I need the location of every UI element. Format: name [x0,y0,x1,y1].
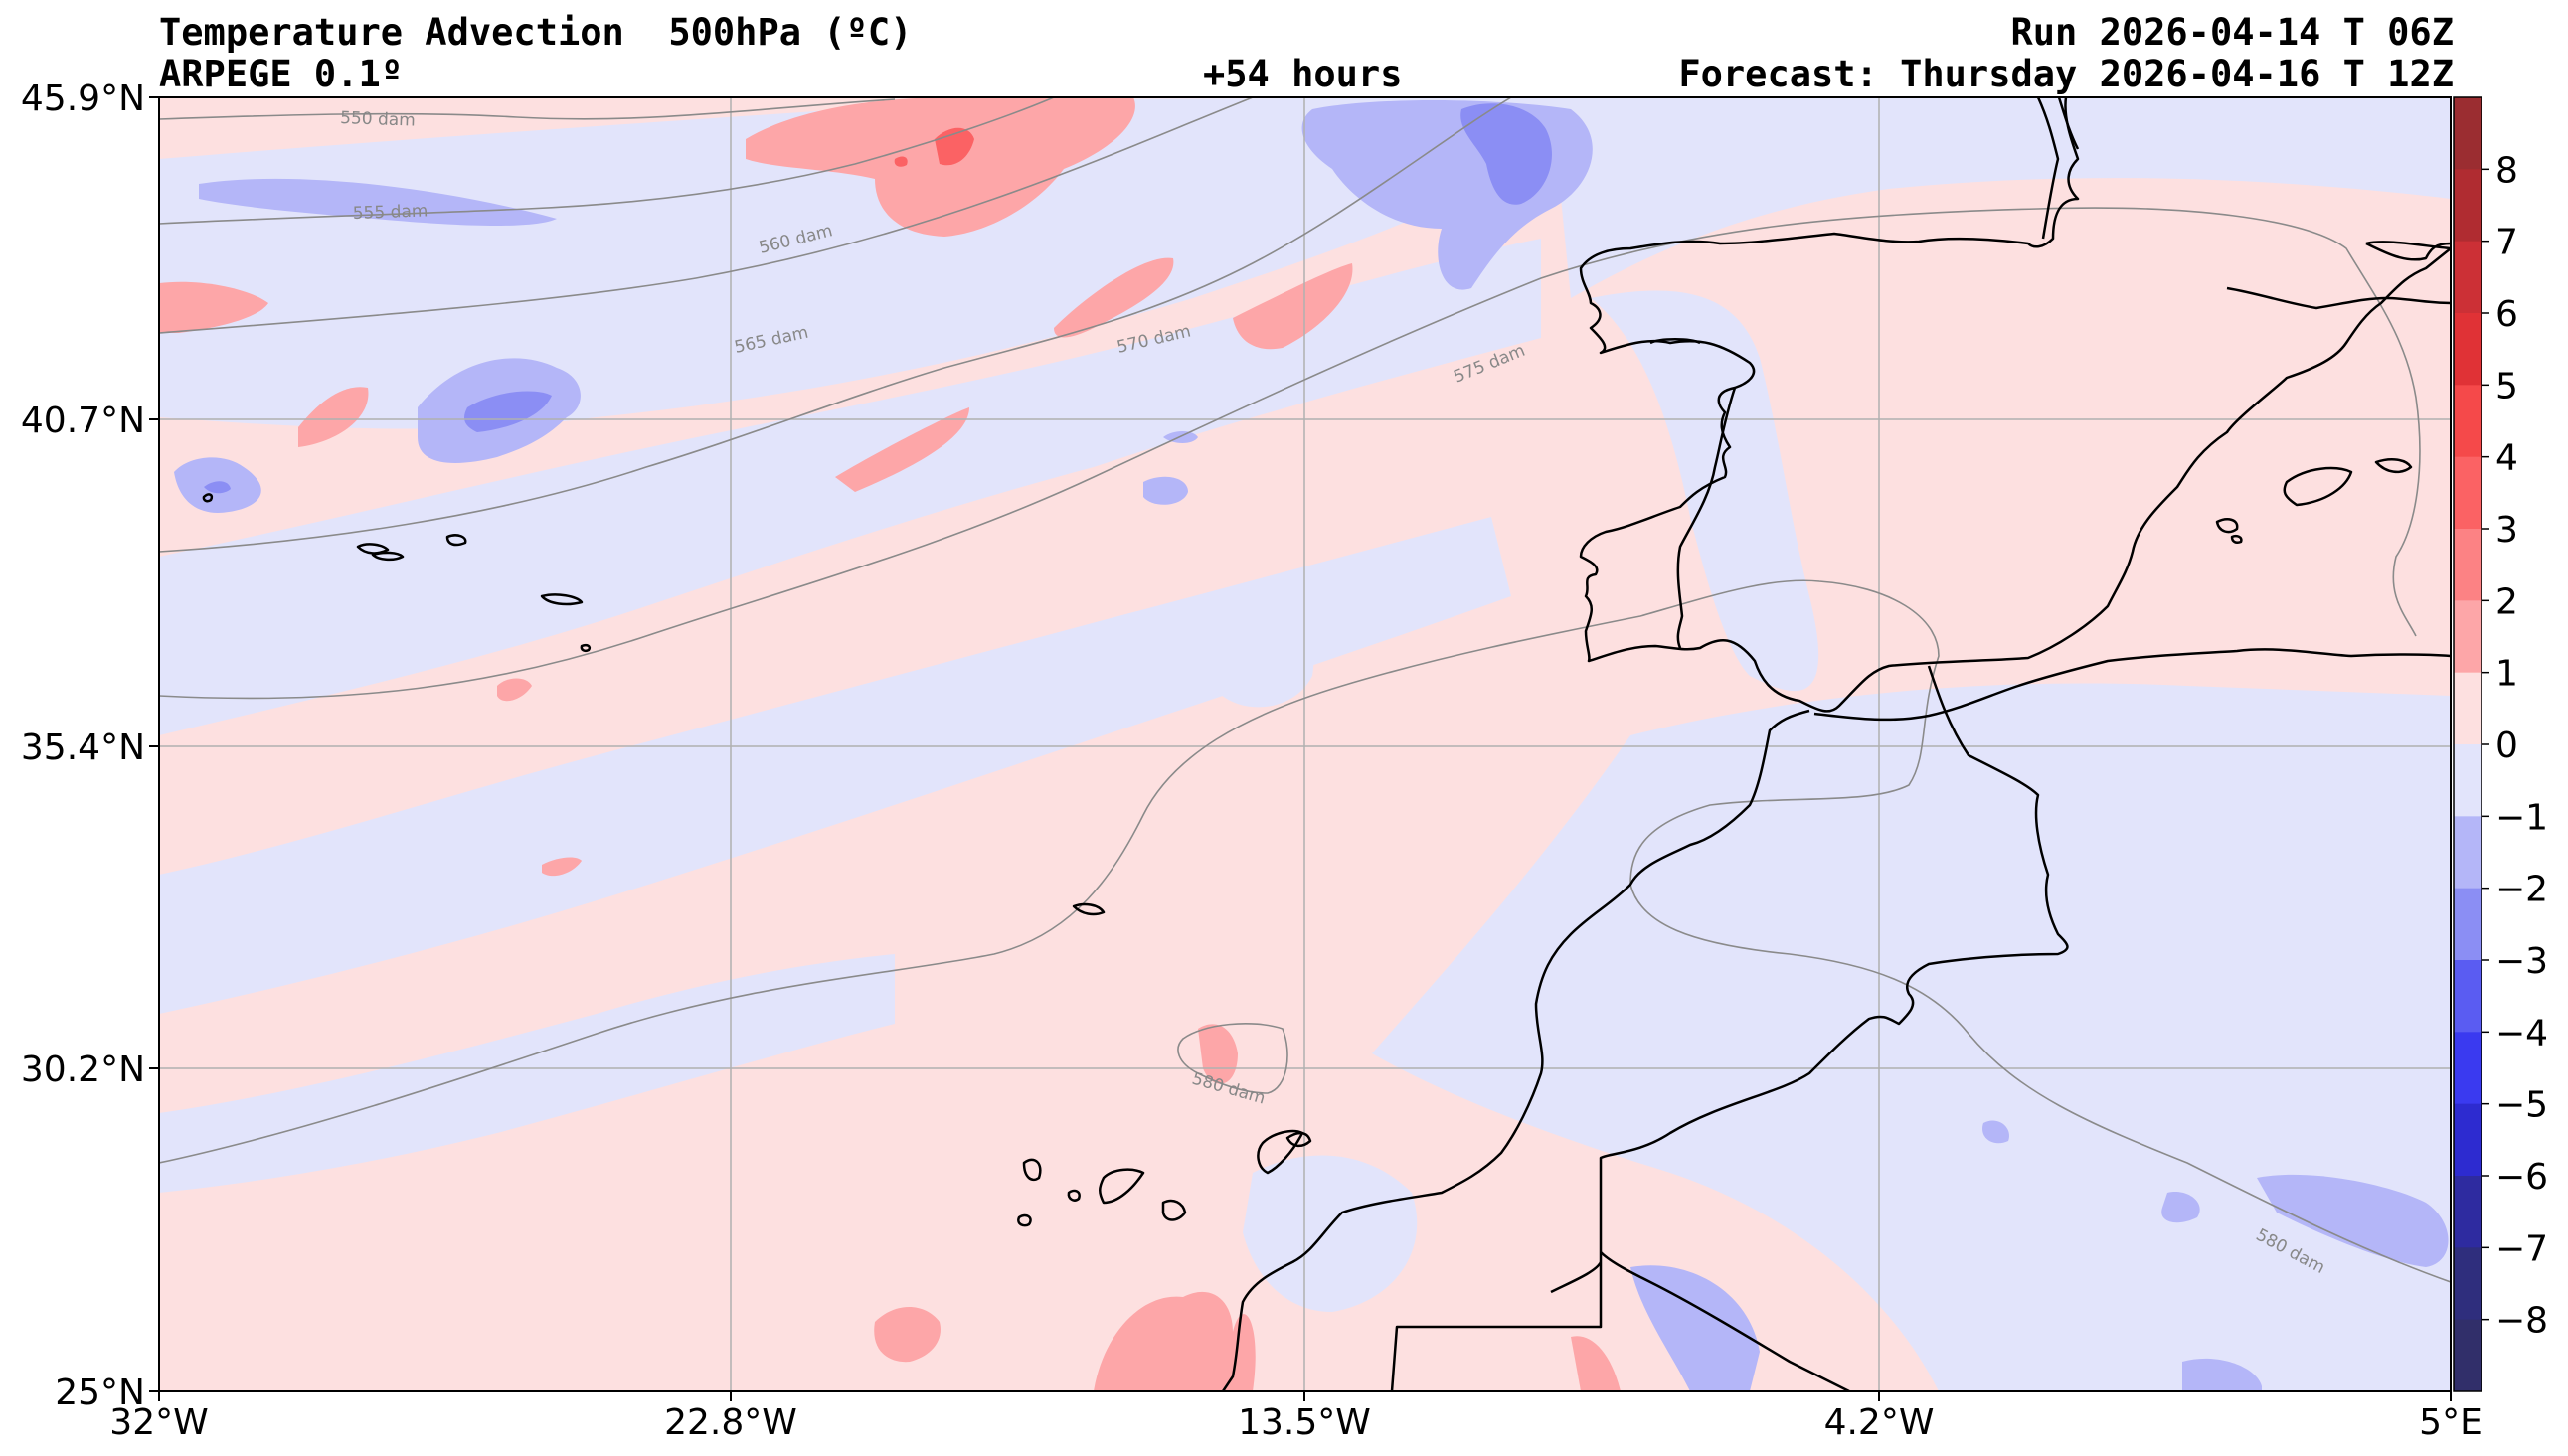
colorbar-tick-label: 2 [2495,581,2518,622]
lat-label: 40.7°N [21,401,145,441]
colorbar-tick-label: 4 [2495,438,2518,479]
lat-label: 25°N [55,1373,145,1413]
colorbar-tick-label: −3 [2495,941,2548,982]
colorbar-tick-label: 8 [2495,150,2518,191]
colorbar-swatch [2454,672,2482,745]
coastlines [202,97,2451,1391]
lead-time: +54 hours [1203,53,1403,95]
contour-label: 555 dam [352,201,428,224]
strong-cold-advection [204,103,1552,494]
colorbar-tick-label: 3 [2495,510,2518,551]
geopotential-contours [159,97,2451,1283]
colorbar-tick-label: −4 [2495,1013,2548,1053]
lon-label: 22.8°W [664,1402,797,1443]
colorbar-tick-label: −5 [2495,1085,2548,1126]
colorbar-swatch [2454,1103,2482,1177]
colorbar-swatch [2454,888,2482,961]
colorbar-swatch [2454,529,2482,601]
longitude-axis: 32°W 22.8°W 13.5°W 4.2°W 5°E [109,1391,2482,1443]
colorbar-tick-label: −2 [2495,870,2548,910]
colorbar-tick-label: −8 [2495,1301,2548,1342]
colorbar-tick-label: 7 [2495,223,2518,263]
colorbar-tick-label: −1 [2495,797,2548,838]
colorbar-swatch [2454,456,2482,530]
lat-label: 45.9°N [21,79,145,119]
contour-label: 550 dam [340,108,416,131]
colorbar-swatch [2454,241,2482,314]
lon-label: 4.2°W [1824,1402,1935,1443]
colorbar-tick-label: −7 [2495,1228,2548,1269]
map-plot-area: 550 dam 555 dam 560 dam 565 dam 570 dam … [159,97,2451,1391]
colorbar-swatch [2454,816,2482,890]
colorbar-swatch [2454,97,2482,170]
grid-lines [159,97,2451,1391]
colorbar-swatch [2454,1032,2482,1105]
colorbar-swatch [2454,960,2482,1033]
model-name: ARPEGE 0.1º [159,53,404,95]
colorbar-swatch [2454,385,2482,458]
map-title: Temperature Advection 500hPa (ºC) [159,11,913,54]
lon-label: 5°E [2419,1402,2482,1443]
colorbar-swatch [2454,744,2482,817]
colorbar-swatch [2454,313,2482,386]
colorbar-tick-label: 6 [2495,294,2518,335]
forecast-time: Forecast: Thursday 2026-04-16 T 12Z [1678,53,2454,95]
lon-label: 13.5°W [1238,1402,1371,1443]
colorbar-tick-label: −6 [2495,1157,2548,1198]
lat-label: 35.4°N [21,728,145,768]
lon-label: 32°W [109,1402,208,1443]
lat-label: 30.2°N [21,1050,145,1090]
colorbar-swatch [2454,169,2482,243]
colorbar-swatch [2454,1319,2482,1392]
colorbar-swatch [2454,600,2482,674]
latitude-axis: 45.9°N 40.7°N 35.4°N 30.2°N 25°N [21,79,159,1413]
run-time: Run 2026-04-14 T 06Z [2010,11,2454,54]
warm-advection-areas [159,97,1621,1391]
colorbar-tick-label: 1 [2495,654,2518,695]
colorbar-swatch [2454,1247,2482,1321]
colorbar-tick-label: 5 [2495,366,2518,406]
colorbar-tick-label: 0 [2495,726,2518,766]
colorbar-swatch [2454,1176,2482,1248]
colorbar: 8 7 6 5 4 3 2 1 0 −1 −2 −3 −4 −5 −6 −7 −8 [2453,96,2548,1392]
